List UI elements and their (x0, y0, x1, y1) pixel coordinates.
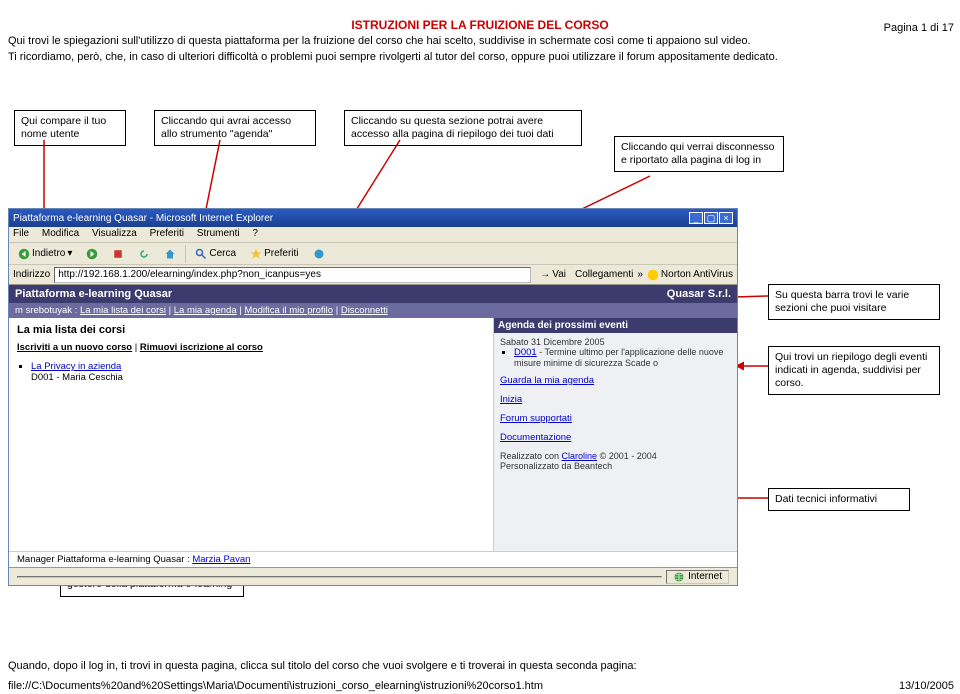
agenda-event-desc: - Termine ultimo per l'applicazione dell… (514, 347, 723, 368)
back-button[interactable]: Indietro ▾ (13, 246, 77, 262)
nav-logout[interactable]: Disconnetti (341, 305, 388, 316)
home-icon (164, 248, 176, 260)
menu-strumenti[interactable]: Strumenti (197, 228, 240, 239)
agenda-event: D001 - Termine ultimo per l'applicazione… (514, 347, 731, 369)
menu-file[interactable]: File (13, 228, 29, 239)
nav-edit-profile[interactable]: Modifica il mio profilo (244, 305, 333, 316)
stop-icon (112, 248, 124, 260)
intro-paragraph-2: Ti ricordiamo, però, che, in caso di ult… (8, 50, 952, 64)
address-input[interactable] (54, 267, 531, 283)
links-chevron: » (637, 269, 643, 280)
annot-sections-bar: Su questa barra trovi le varie sezioni c… (768, 284, 940, 320)
annot-logout: Cliccando qui verrai disconnesso e ripor… (614, 136, 784, 172)
search-button[interactable]: Cerca (190, 246, 241, 262)
star-icon (250, 248, 262, 260)
right-column: Agenda dei prossimi eventi Sabato 31 Dic… (493, 318, 737, 551)
status-zone: Internet (666, 570, 729, 584)
status-zone-text: Internet (688, 571, 722, 582)
view-agenda-link[interactable]: Guarda la mia agenda (500, 375, 594, 386)
course-item: La Privacy in azienda D001 - Maria Cesch… (31, 361, 485, 383)
annot-profile: Cliccando su questa sezione potrai avere… (344, 110, 582, 146)
manager-label: Manager Piattaforma e-learning Quasar : (17, 554, 192, 565)
agenda-date: Sabato 31 Dicembre 2005 (500, 337, 731, 347)
status-left (17, 576, 662, 578)
annot-agenda: Cliccando qui avrai accesso allo strumen… (154, 110, 316, 146)
documentation-link[interactable]: Documentazione (500, 432, 571, 443)
course-title-link[interactable]: La Privacy in azienda (31, 361, 121, 372)
app-company: Quasar S.r.l. (667, 288, 731, 300)
menu-modifica[interactable]: Modifica (42, 228, 79, 239)
course-subtitle: D001 - Maria Ceschia (31, 372, 123, 383)
address-label: Indirizzo (13, 269, 50, 280)
my-courses-heading: La mia lista dei corsi (17, 324, 485, 336)
forum-link[interactable]: Forum supportati (500, 413, 572, 424)
footer-instruction: Quando, dopo il log in, ti trovi in ques… (8, 660, 952, 672)
inizia-link[interactable]: Inizia (500, 394, 522, 405)
refresh-icon (138, 248, 150, 260)
annot-techdata: Dati tecnici informativi (768, 488, 910, 511)
media-button[interactable] (308, 246, 330, 262)
agenda-event-code[interactable]: D001 (514, 347, 537, 358)
ie-menubar[interactable]: File Modifica Visualizza Preferiti Strum… (9, 227, 737, 243)
credits-line-1: Realizzato con Claroline © 2001 - 2004 (500, 451, 731, 461)
home-button[interactable] (159, 246, 181, 262)
manager-line: Manager Piattaforma e-learning Quasar : … (9, 551, 737, 567)
file-date: 13/10/2005 (899, 680, 954, 692)
breadcrumb-user: m srebotuyak : (15, 305, 77, 316)
search-label: Cerca (209, 248, 236, 259)
back-icon (18, 248, 30, 260)
ie-title-text: Piattaforma e-learning Quasar - Microsof… (13, 213, 273, 224)
ie-window: Piattaforma e-learning Quasar - Microsof… (8, 208, 738, 586)
favorites-label: Preferiti (264, 248, 298, 259)
back-label: Indietro (32, 248, 65, 259)
address-bar: Indirizzo → Vai Collegamenti » Norton Ant… (9, 265, 737, 285)
links-label[interactable]: Collegamenti (575, 269, 633, 280)
menu-preferiti[interactable]: Preferiti (150, 228, 184, 239)
stop-button[interactable] (107, 246, 129, 262)
intro-paragraph-1: Qui trovi le spiegazioni sull'utilizzo d… (8, 34, 952, 48)
go-label: Vai (552, 269, 566, 280)
menu-help[interactable]: ? (252, 228, 258, 239)
breadcrumb: m srebotuyak : La mia lista dei corsi | … (9, 303, 737, 318)
document-title: ISTRUZIONI PER LA FRUIZIONE DEL CORSO (0, 18, 960, 32)
search-icon (195, 248, 207, 260)
file-path: file://C:\Documents%20and%20Settings\Mar… (8, 680, 543, 692)
nav-my-agenda[interactable]: La mia agenda (174, 305, 237, 316)
menu-visualizza[interactable]: Visualizza (92, 228, 137, 239)
refresh-button[interactable] (133, 246, 155, 262)
ie-titlebar: Piattaforma e-learning Quasar - Microsof… (9, 209, 737, 227)
norton-antivirus[interactable]: Norton AntiVirus (647, 269, 733, 281)
app-header: Piattaforma e-learning Quasar Quasar S.r… (9, 285, 737, 303)
norton-icon (647, 269, 659, 281)
left-column: La mia lista dei corsi Iscriviti a un nu… (9, 318, 493, 551)
manager-name-link[interactable]: Marzia Pavan (192, 554, 250, 565)
page-number: Pagina 1 di 17 (884, 22, 954, 34)
media-icon (313, 248, 325, 260)
credits-line-2: Personalizzato da Beantech (500, 461, 731, 471)
annot-username: Qui compare il tuo nome utente (14, 110, 126, 146)
forward-icon (86, 248, 98, 260)
enroll-link[interactable]: Iscriviti a un nuovo corso (17, 342, 132, 353)
favorites-button[interactable]: Preferiti (245, 246, 303, 262)
agenda-panel-title: Agenda dei prossimi eventi (494, 318, 737, 333)
annot-events: Qui trovi un riepilogo degli eventi indi… (768, 346, 940, 395)
unenroll-link[interactable]: Rimuovi iscrizione al corso (140, 342, 263, 353)
forward-button[interactable] (81, 246, 103, 262)
ie-toolbar: Indietro ▾ Cerca Preferiti (9, 243, 737, 265)
globe-icon (673, 571, 685, 583)
ie-statusbar: Internet (9, 567, 737, 585)
claroline-link[interactable]: Claroline (562, 451, 598, 461)
app-brand: Piattaforma e-learning Quasar (15, 288, 172, 300)
go-button[interactable]: → Vai (535, 267, 571, 282)
window-controls[interactable]: _▢× (688, 212, 733, 224)
nav-my-courses[interactable]: La mia lista dei corsi (80, 305, 166, 316)
norton-label: Norton AntiVirus (661, 269, 733, 280)
page-content: Piattaforma e-learning Quasar Quasar S.r… (9, 285, 737, 567)
